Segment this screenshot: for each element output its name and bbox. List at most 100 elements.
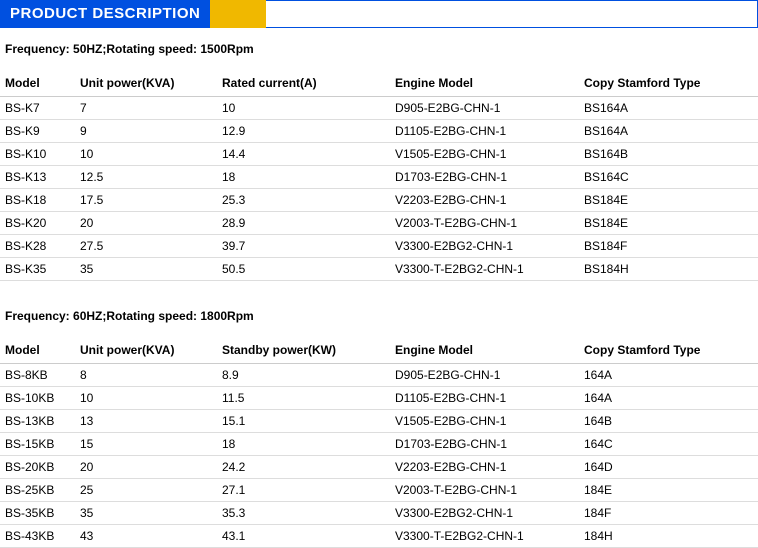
col-header: Rated current(A)	[217, 62, 390, 97]
table-cell: 43	[75, 525, 217, 548]
section2-label: Frequency: 60HZ;Rotating speed: 1800Rpm	[0, 281, 758, 329]
table-cell: 10	[75, 143, 217, 166]
table-cell: BS-13KB	[0, 410, 75, 433]
col-header: Engine Model	[390, 62, 579, 97]
table-body-50hz: BS-K7710D905-E2BG-CHN-1BS164ABS-K9912.9D…	[0, 97, 758, 281]
table-cell: 20	[75, 212, 217, 235]
col-header: Engine Model	[390, 329, 579, 364]
table-row: BS-K202028.9V2003-T-E2BG-CHN-1BS184E	[0, 212, 758, 235]
spec-table-50hz: Model Unit power(KVA) Rated current(A) E…	[0, 62, 758, 281]
table-cell: 164D	[579, 456, 758, 479]
header-border	[266, 0, 758, 28]
table-cell: 11.5	[217, 387, 390, 410]
col-header: Unit power(KVA)	[75, 62, 217, 97]
table-header-row: Model Unit power(KVA) Rated current(A) E…	[0, 62, 758, 97]
table-cell: V2003-T-E2BG-CHN-1	[390, 479, 579, 502]
table-row: BS-K7710D905-E2BG-CHN-1BS164A	[0, 97, 758, 120]
table-row: BS-25KB2527.1V2003-T-E2BG-CHN-1184E	[0, 479, 758, 502]
table-cell: 8	[75, 364, 217, 387]
col-header: Unit power(KVA)	[75, 329, 217, 364]
table-cell: V3300-T-E2BG2-CHN-1	[390, 525, 579, 548]
table-cell: 25.3	[217, 189, 390, 212]
table-cell: 24.2	[217, 456, 390, 479]
table-cell: D1105-E2BG-CHN-1	[390, 120, 579, 143]
table-cell: BS-K10	[0, 143, 75, 166]
table-cell: 13	[75, 410, 217, 433]
table-cell: 27.1	[217, 479, 390, 502]
table-cell: D1105-E2BG-CHN-1	[390, 387, 579, 410]
table-cell: 39.7	[217, 235, 390, 258]
table-cell: BS184F	[579, 235, 758, 258]
table-cell: 17.5	[75, 189, 217, 212]
table-row: BS-K1817.525.3V2203-E2BG-CHN-1BS184E	[0, 189, 758, 212]
table-cell: 14.4	[217, 143, 390, 166]
table-cell: BS-43KB	[0, 525, 75, 548]
table-cell: BS164C	[579, 166, 758, 189]
spec-table-60hz: Model Unit power(KVA) Standby power(KW) …	[0, 329, 758, 548]
table-cell: 28.9	[217, 212, 390, 235]
table-row: BS-13KB1315.1V1505-E2BG-CHN-1164B	[0, 410, 758, 433]
table-cell: D1703-E2BG-CHN-1	[390, 433, 579, 456]
table-cell: BS-K28	[0, 235, 75, 258]
table-cell: D905-E2BG-CHN-1	[390, 97, 579, 120]
table-cell: BS164A	[579, 120, 758, 143]
table-cell: 12.5	[75, 166, 217, 189]
section1-label: Frequency: 50HZ;Rotating speed: 1500Rpm	[0, 28, 758, 62]
table-cell: 9	[75, 120, 217, 143]
table-cell: V3300-E2BG2-CHN-1	[390, 235, 579, 258]
col-header: Standby power(KW)	[217, 329, 390, 364]
table-cell: 25	[75, 479, 217, 502]
header-yellow-block	[210, 0, 266, 28]
table-row: BS-K353550.5V3300-T-E2BG2-CHN-1BS184H	[0, 258, 758, 281]
table-cell: BS-8KB	[0, 364, 75, 387]
table-row: BS-15KB1518D1703-E2BG-CHN-1164C	[0, 433, 758, 456]
table-cell: BS-K7	[0, 97, 75, 120]
col-header: Copy Stamford Type	[579, 329, 758, 364]
table-cell: V1505-E2BG-CHN-1	[390, 143, 579, 166]
col-header: Model	[0, 62, 75, 97]
table-cell: BS-20KB	[0, 456, 75, 479]
table-cell: V2203-E2BG-CHN-1	[390, 189, 579, 212]
table-cell: BS184E	[579, 189, 758, 212]
table-cell: BS184E	[579, 212, 758, 235]
header-title: PRODUCT DESCRIPTION	[0, 0, 210, 28]
table-row: BS-35KB3535.3V3300-E2BG2-CHN-1184F	[0, 502, 758, 525]
table-cell: 50.5	[217, 258, 390, 281]
table-row: BS-8KB88.9D905-E2BG-CHN-1164A	[0, 364, 758, 387]
table-cell: BS-25KB	[0, 479, 75, 502]
table-body-60hz: BS-8KB88.9D905-E2BG-CHN-1164ABS-10KB1011…	[0, 364, 758, 548]
table-cell: BS-K9	[0, 120, 75, 143]
table-cell: 164A	[579, 387, 758, 410]
table-cell: BS164B	[579, 143, 758, 166]
table-row: BS-20KB2024.2V2203-E2BG-CHN-1164D	[0, 456, 758, 479]
table-cell: 18	[217, 433, 390, 456]
table-cell: 35	[75, 258, 217, 281]
table-cell: 7	[75, 97, 217, 120]
table-row: BS-K9912.9D1105-E2BG-CHN-1BS164A	[0, 120, 758, 143]
table-row: BS-K101014.4V1505-E2BG-CHN-1BS164B	[0, 143, 758, 166]
table-row: BS-K1312.518D1703-E2BG-CHN-1BS164C	[0, 166, 758, 189]
table-cell: 184H	[579, 525, 758, 548]
col-header: Model	[0, 329, 75, 364]
table-cell: 27.5	[75, 235, 217, 258]
table-row: BS-10KB1011.5D1105-E2BG-CHN-1164A	[0, 387, 758, 410]
table-cell: 164A	[579, 364, 758, 387]
table-cell: 43.1	[217, 525, 390, 548]
table-cell: BS-K20	[0, 212, 75, 235]
table-cell: D1703-E2BG-CHN-1	[390, 166, 579, 189]
table-cell: 35.3	[217, 502, 390, 525]
table-cell: V1505-E2BG-CHN-1	[390, 410, 579, 433]
table-cell: 35	[75, 502, 217, 525]
header-strip: PRODUCT DESCRIPTION	[0, 0, 758, 28]
table-cell: 8.9	[217, 364, 390, 387]
table-cell: 164C	[579, 433, 758, 456]
table-cell: V2203-E2BG-CHN-1	[390, 456, 579, 479]
table-cell: 15.1	[217, 410, 390, 433]
table-cell: 10	[217, 97, 390, 120]
table-cell: D905-E2BG-CHN-1	[390, 364, 579, 387]
table-header-row: Model Unit power(KVA) Standby power(KW) …	[0, 329, 758, 364]
table-cell: V3300-E2BG2-CHN-1	[390, 502, 579, 525]
table-cell: BS-K35	[0, 258, 75, 281]
table-cell: 18	[217, 166, 390, 189]
table-cell: 15	[75, 433, 217, 456]
